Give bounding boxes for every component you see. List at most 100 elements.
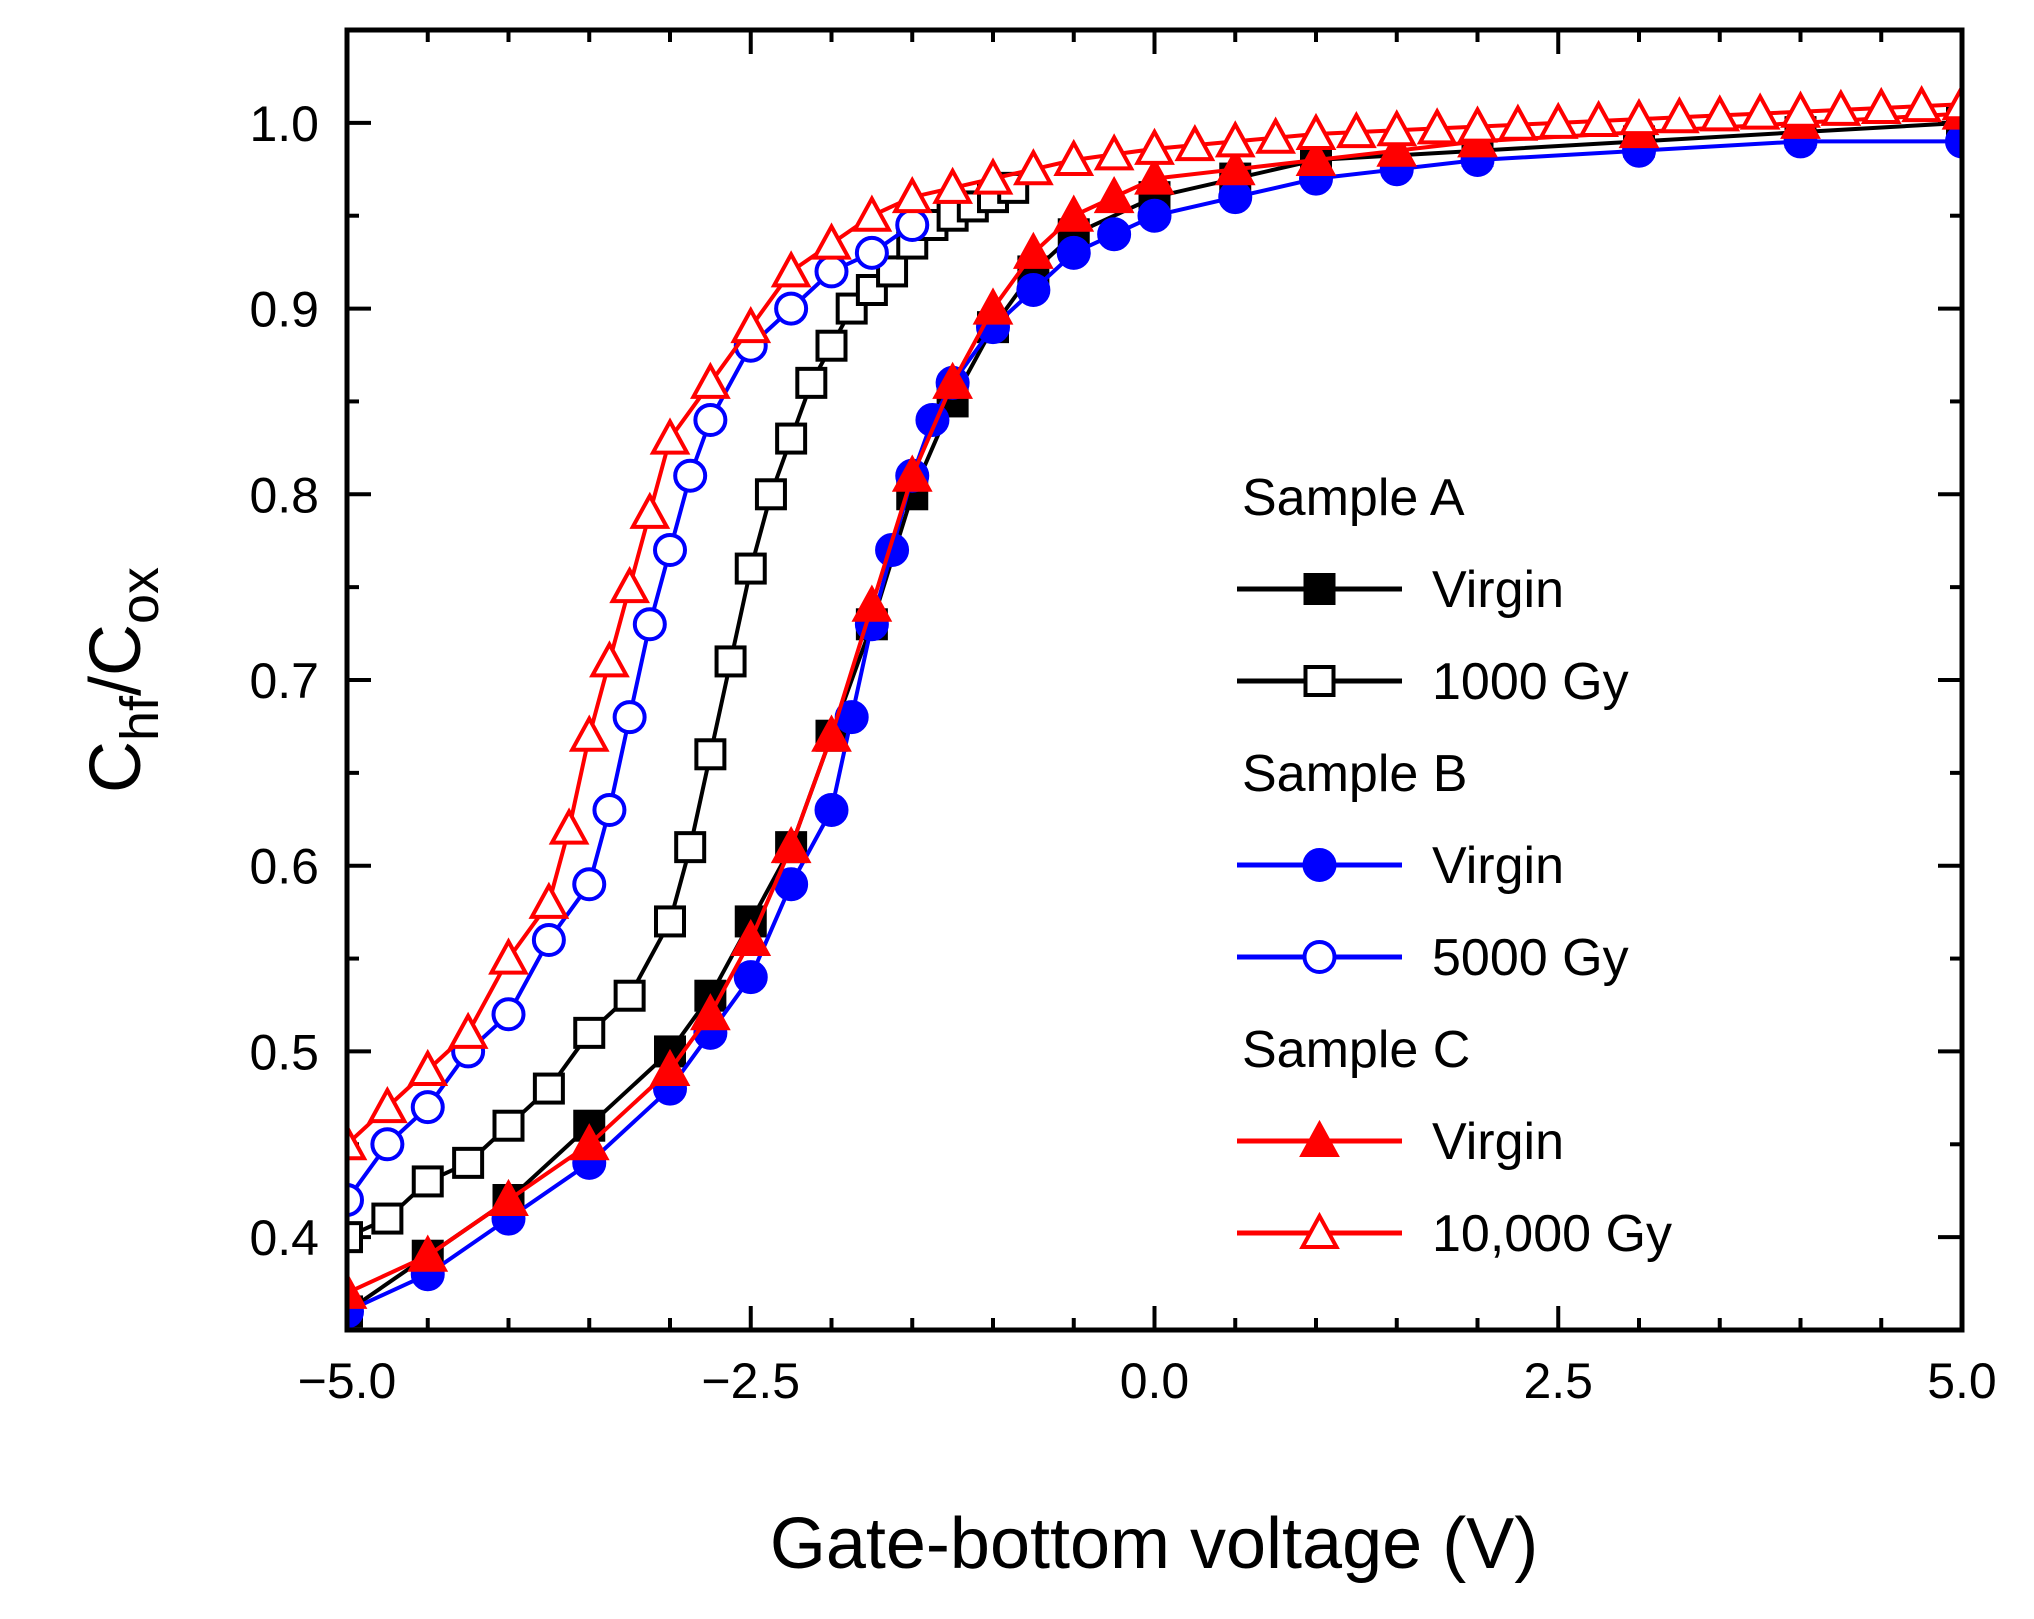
data-point [1945, 124, 1962, 159]
data-point [932, 166, 974, 204]
data-point [854, 235, 889, 270]
data-point [1255, 116, 1297, 154]
legend-marker [1299, 1119, 1340, 1157]
data-point [770, 250, 812, 288]
data-point [770, 825, 812, 864]
legend-marker [1299, 1211, 1340, 1249]
data-point [774, 291, 809, 326]
data-point [1497, 103, 1539, 141]
data-point [1053, 194, 1095, 232]
data-point [1295, 138, 1337, 176]
data-point [1214, 120, 1256, 158]
data-point [1137, 198, 1172, 233]
data-point [573, 1016, 606, 1049]
data-point [572, 867, 607, 902]
data-point [932, 361, 974, 399]
y-tick-label: 1.0 [249, 96, 319, 152]
data-point [1457, 105, 1498, 143]
data-point [1097, 217, 1132, 252]
tick-labels: −5.0 −2.5 0.0 2.5 5.0 0.4 0.5 0.6 0.7 0.8 0.9 1.0 [249, 96, 1996, 1409]
data-point [1056, 235, 1091, 270]
plot-frame [344, 27, 1965, 1333]
data-point [347, 1183, 364, 1217]
data-point [795, 366, 828, 399]
data-point [689, 993, 731, 1031]
y-axis-title-sub1: hf [110, 695, 170, 741]
data-point [1578, 99, 1620, 137]
data-point [531, 923, 566, 957]
data-point [548, 807, 590, 845]
data-point [1134, 157, 1175, 195]
x-tick-label: 5.0 [1927, 1353, 1997, 1409]
x-tick-label: 2.5 [1523, 1353, 1593, 1409]
legend-marker [1302, 848, 1337, 882]
data-point [851, 584, 893, 622]
data-point [1860, 86, 1902, 124]
data-point [568, 714, 610, 752]
data-point [370, 1127, 405, 1162]
data-point [1901, 84, 1943, 123]
data-point [1537, 101, 1579, 139]
data-point [1295, 112, 1337, 150]
series-sample-a-1000-gy [347, 171, 1030, 1254]
y-tick-label: 0.5 [249, 1024, 319, 1080]
x-tick-label: 0.0 [1120, 1353, 1190, 1409]
legend-label: 10,000 Gy [1432, 1205, 1672, 1263]
data-point [775, 422, 808, 455]
data-point [649, 417, 691, 455]
x-axis-title: Gate-bottom voltage (V) [770, 1504, 1538, 1584]
data-point [592, 793, 627, 827]
legend-group-title: Sample A [1242, 469, 1465, 527]
legend-entry: 10,000 Gy [1237, 1205, 1672, 1263]
legend-marker [1303, 573, 1336, 605]
data-point [734, 552, 767, 585]
legend-label: 1000 Gy [1432, 653, 1629, 711]
data-point [733, 960, 768, 995]
data-point [814, 793, 849, 827]
data-point [811, 714, 852, 752]
data-point [447, 1011, 489, 1049]
data-point [371, 1202, 404, 1235]
data-point [347, 1221, 363, 1254]
data-point [347, 1271, 368, 1309]
data-point [410, 1090, 445, 1125]
data-point [730, 918, 772, 956]
data-point [972, 157, 1014, 195]
series-sample-b-5000-gy [347, 208, 930, 1217]
data-point [1012, 148, 1054, 186]
legend-label: Virgin [1432, 1113, 1564, 1171]
data-point [1699, 94, 1741, 132]
data-point [855, 274, 888, 306]
series-sample-c-10-000-gy [347, 83, 1962, 1161]
data-point [754, 478, 787, 511]
legend-entry: 1000 Gy [1237, 653, 1629, 711]
y-axis-title-sub2: ox [110, 567, 170, 624]
data-point [632, 607, 667, 642]
y-axis-title-sep: /C [76, 624, 156, 696]
data-point [674, 831, 707, 864]
data-point [1820, 88, 1862, 126]
legend-label: Virgin [1432, 561, 1564, 619]
legend-entry: 5000 Gy [1237, 929, 1629, 987]
data-point [366, 1085, 408, 1124]
data-point [492, 1109, 525, 1142]
data-point [891, 454, 933, 492]
data-point [851, 194, 893, 232]
data-point [972, 287, 1014, 325]
plot-data-area [347, 83, 1962, 1329]
x-tick-label: −2.5 [701, 1353, 800, 1409]
data-point [1658, 96, 1700, 134]
data-point [895, 208, 930, 242]
legend: Sample A Virgin 1000 Gy Sample B Virgin 5000 … [1237, 469, 1672, 1263]
data-point [488, 1178, 529, 1216]
data-point [609, 565, 651, 604]
data-point [653, 533, 687, 567]
y-tick-label: 0.8 [249, 467, 319, 523]
data-point [654, 905, 686, 938]
data-point [673, 458, 708, 493]
data-point [689, 361, 731, 399]
y-tick-label: 0.7 [249, 653, 319, 709]
legend-entry: Virgin [1237, 837, 1564, 895]
legend-entry: Virgin [1237, 561, 1564, 619]
